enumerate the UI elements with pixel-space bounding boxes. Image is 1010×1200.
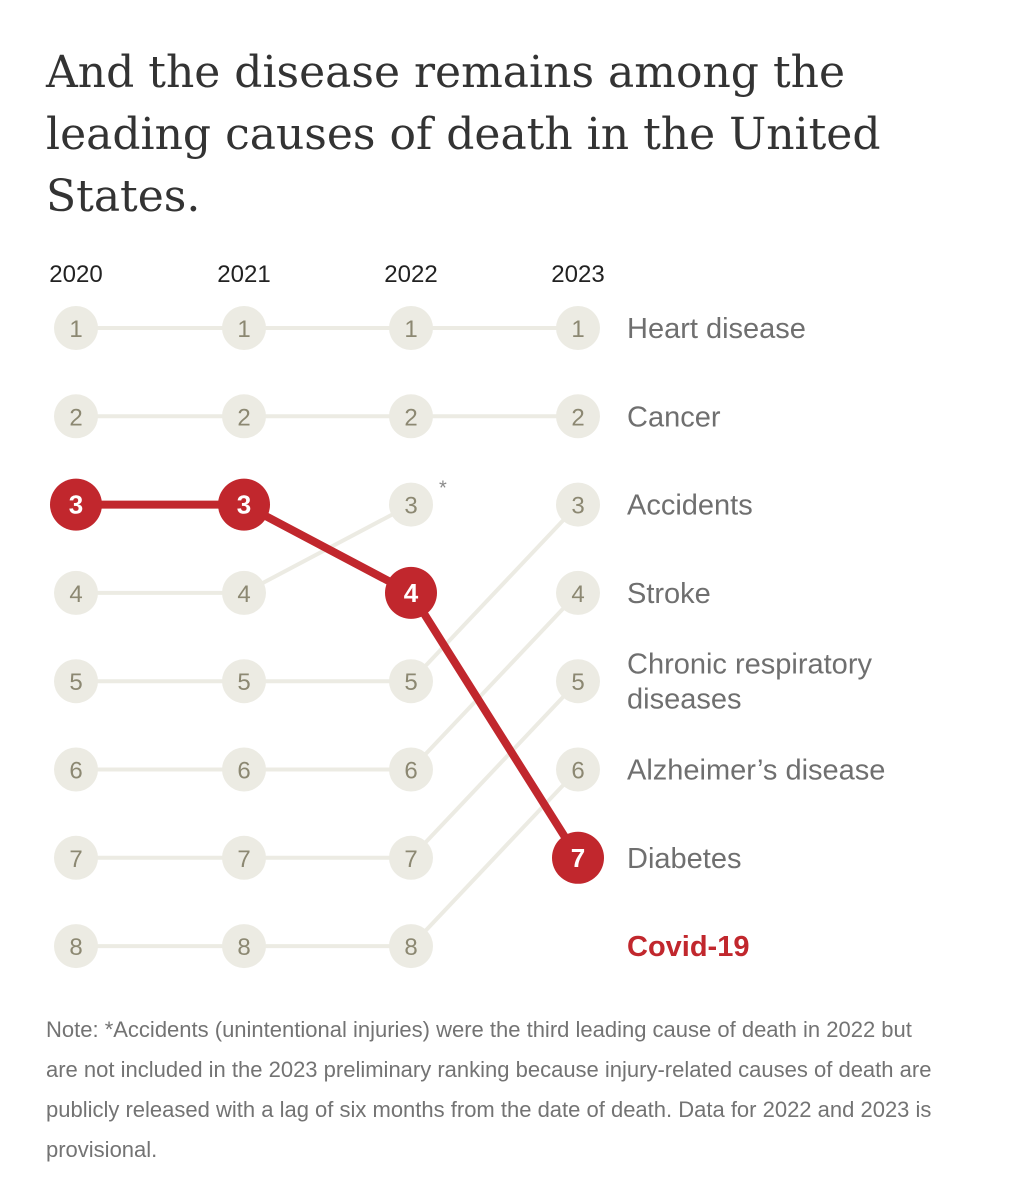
node-stroke-2022: 5 [389, 659, 433, 704]
node-accidents-2022: 3 [389, 482, 433, 527]
node-covid-19-2023: 7 [552, 831, 604, 884]
svg-text:7: 7 [404, 846, 417, 873]
connector-covid-19-2021-2022 [240, 500, 415, 597]
node-accidents-2021: 4 [222, 570, 266, 615]
svg-text:2: 2 [404, 404, 417, 431]
year-label-2020: 2020 [49, 261, 102, 288]
label-covid-19: Covid-19 [627, 931, 749, 963]
svg-text:3: 3 [69, 490, 83, 520]
year-label-2021: 2021 [217, 261, 270, 288]
svg-text:4: 4 [571, 581, 584, 608]
node-alzheimer-s-disease-2021: 7 [222, 835, 266, 880]
connector-covid-19-2022-2023 [407, 588, 582, 862]
svg-text:6: 6 [571, 758, 584, 785]
label-alzheimer-s-disease: Alzheimer’s disease [627, 755, 885, 787]
label-cancer: Cancer [627, 401, 721, 433]
svg-text:2: 2 [69, 404, 82, 431]
svg-text:4: 4 [237, 581, 250, 608]
svg-text:6: 6 [237, 758, 250, 785]
highlight-line [72, 500, 582, 862]
node-stroke-2021: 5 [222, 659, 266, 704]
annotation: * [439, 478, 447, 500]
svg-text:5: 5 [571, 669, 584, 696]
node-cancer-2022: 2 [389, 394, 433, 439]
svg-text:4: 4 [404, 578, 419, 608]
chart-title: And the disease remains among the leadin… [46, 47, 881, 222]
node-accidents-2020: 4 [54, 570, 98, 615]
svg-text:2: 2 [237, 404, 250, 431]
node-stroke-2020: 5 [54, 659, 98, 704]
connector-alzheimer-s-disease-2022-2023 [409, 679, 580, 860]
cause-labels: Heart disease Cancer Accidents Stroke Chroni… [627, 313, 885, 963]
svg-text:8: 8 [69, 934, 82, 961]
label-chronic-respiratory-diseases: Chronic respiratory diseases [627, 649, 872, 716]
svg-text:8: 8 [237, 934, 250, 961]
node-diabetes-2022: 8 [389, 924, 433, 969]
node-diabetes-2023: 6 [556, 747, 600, 792]
svg-text:8: 8 [404, 934, 417, 961]
node-heart-disease-2022: 1 [389, 306, 433, 350]
label-accidents: Accidents [627, 490, 753, 522]
svg-text:7: 7 [237, 846, 250, 873]
node-cancer-2021: 2 [222, 394, 266, 439]
bump-chart: 1 1 1 1 2 2 2 2 4 4 3 5 5 5 3 6 6 6 4 7 7 7 5 8 8 8 6 3 3 4 7 2020 2021… [49, 261, 885, 969]
node-cancer-2023: 2 [556, 394, 600, 439]
svg-text:1: 1 [404, 316, 417, 343]
svg-text:1: 1 [237, 316, 250, 343]
node-alzheimer-s-disease-2022: 7 [389, 835, 433, 880]
node-alzheimer-s-disease-2020: 7 [54, 835, 98, 880]
svg-text:3: 3 [237, 490, 251, 520]
svg-text:3: 3 [404, 493, 417, 520]
svg-text:6: 6 [69, 758, 82, 785]
node-covid-19-2020: 3 [50, 478, 102, 531]
svg-text:5: 5 [69, 669, 82, 696]
node-diabetes-2020: 8 [54, 924, 98, 969]
asterisk-annotation: * [439, 478, 447, 500]
node-heart-disease-2023: 1 [556, 306, 600, 350]
label-stroke: Stroke [627, 578, 711, 610]
year-labels: 2020 2021 2022 2023 [49, 261, 604, 288]
svg-text:2: 2 [571, 404, 584, 431]
label-diabetes: Diabetes [627, 843, 741, 875]
node-chronic-respiratory-diseases-2020: 6 [54, 747, 98, 792]
label-heart-disease: Heart disease [627, 313, 806, 345]
svg-text:6: 6 [404, 758, 417, 785]
svg-text:1: 1 [69, 316, 82, 343]
svg-text:5: 5 [404, 669, 417, 696]
node-chronic-respiratory-diseases-2023: 4 [556, 570, 600, 615]
node-covid-19-2022: 4 [385, 566, 437, 619]
connector-stroke-2022-2023 [409, 502, 580, 684]
node-cancer-2020: 2 [54, 394, 98, 439]
node-stroke-2023: 3 [556, 482, 600, 527]
svg-text:1: 1 [571, 316, 584, 343]
connector-diabetes-2022-2023 [409, 767, 580, 949]
svg-text:3: 3 [571, 493, 584, 520]
svg-text:4: 4 [69, 581, 82, 608]
connector-lines [74, 326, 580, 949]
year-label-2022: 2022 [384, 261, 437, 288]
node-diabetes-2021: 8 [222, 924, 266, 969]
connector-chronic-respiratory-diseases-2022-2023 [409, 590, 580, 772]
node-heart-disease-2021: 1 [222, 306, 266, 350]
node-chronic-respiratory-diseases-2021: 6 [222, 747, 266, 792]
rank-nodes: 1 1 1 1 2 2 2 2 4 4 3 5 5 5 3 6 6 6 4 7 7 7 5 8 8 8 6 3 3 4 7 [50, 306, 604, 969]
svg-text:7: 7 [69, 846, 82, 873]
chart-note: Note: *Accidents (unintentional injuries… [46, 1017, 932, 1162]
node-heart-disease-2020: 1 [54, 306, 98, 350]
year-label-2023: 2023 [551, 261, 604, 288]
svg-text:7: 7 [571, 843, 585, 873]
svg-text:5: 5 [237, 669, 250, 696]
node-chronic-respiratory-diseases-2022: 6 [389, 747, 433, 792]
node-covid-19-2021: 3 [218, 478, 270, 531]
node-alzheimer-s-disease-2023: 5 [556, 659, 600, 704]
